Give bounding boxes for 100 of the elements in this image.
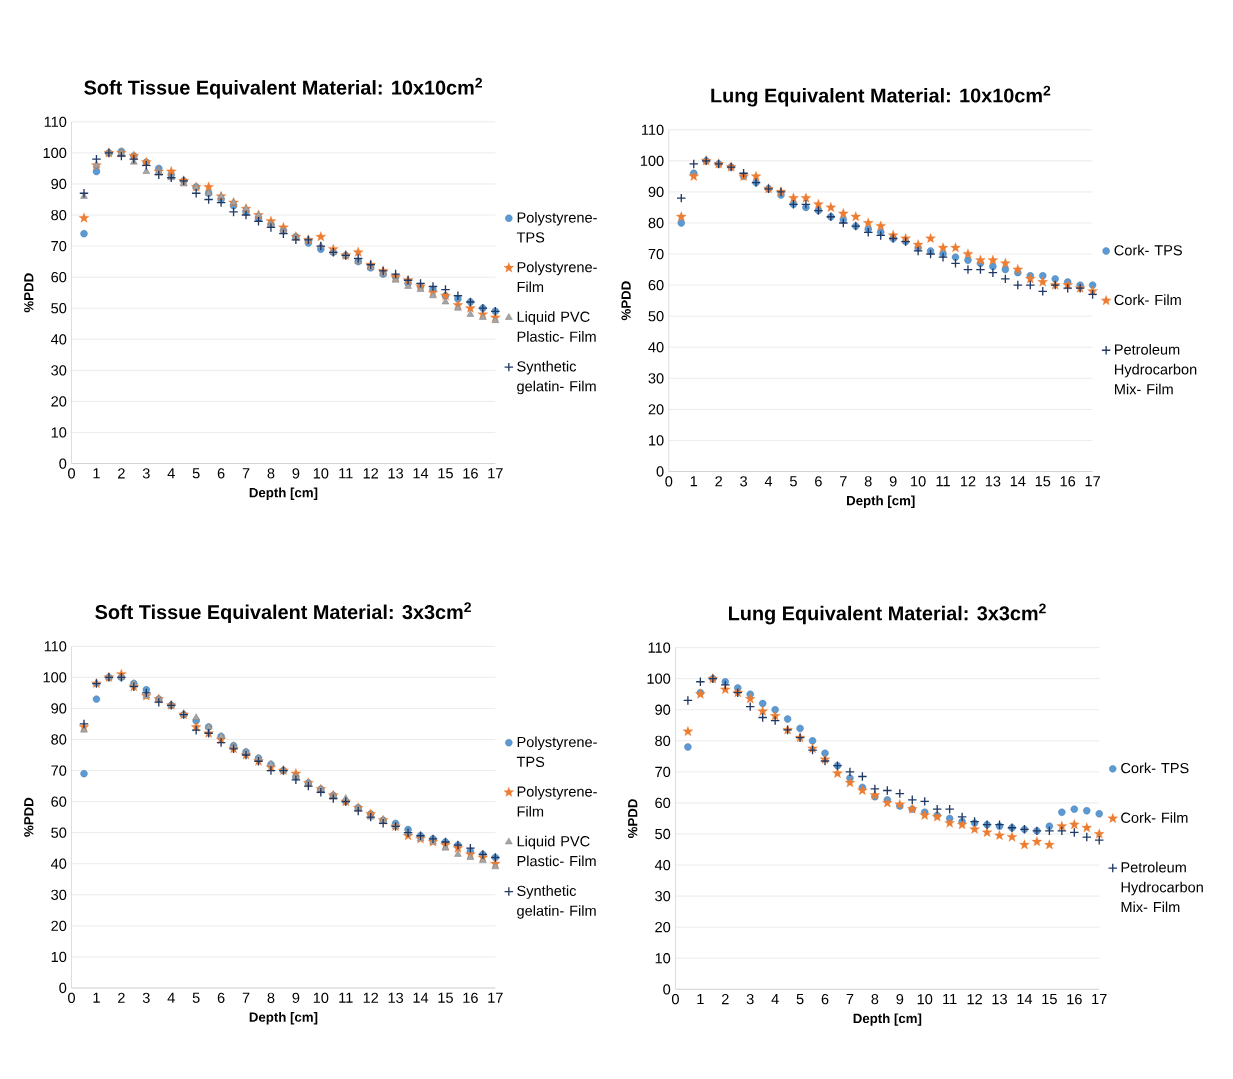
x-tick-label: 11 bbox=[339, 468, 353, 479]
y-tick-label: 70 bbox=[51, 765, 67, 776]
y-tick-label: 100 bbox=[43, 147, 67, 158]
x-tick-label: 8 bbox=[871, 993, 879, 1005]
x-tick-label: 1 bbox=[697, 993, 704, 1004]
y-tick-label: 110 bbox=[44, 640, 67, 652]
y-tick-label: 50 bbox=[51, 302, 67, 314]
legend-label: Liquid PVC Plastic- Film bbox=[517, 311, 596, 342]
x-tick-label: 0 bbox=[68, 468, 75, 479]
x-tick-label: 4 bbox=[167, 468, 175, 479]
x-tick-label: 5 bbox=[796, 993, 804, 1004]
x-tick-label: 2 bbox=[118, 468, 125, 479]
x-tick-label: 5 bbox=[192, 468, 200, 479]
y-tick-label: 20 bbox=[648, 404, 664, 415]
y-tick-label: 40 bbox=[50, 858, 67, 869]
x-tick-label: 12 bbox=[363, 992, 379, 1003]
x-axis-title: Depth [cm] bbox=[249, 1011, 318, 1025]
x-tick-label: 10 bbox=[911, 475, 926, 487]
y-tick-label: 40 bbox=[648, 341, 664, 353]
legend-label: Liquid PVC Plastic- Film bbox=[517, 835, 596, 867]
chart-title: Soft Tissue Equivalent Material: 10x10cm$^{2}$ bbox=[84, 77, 482, 99]
x-tick-label: 12 bbox=[967, 993, 982, 1004]
x-tick-label: 3 bbox=[746, 993, 754, 1005]
x-tick-label: 4 bbox=[764, 475, 773, 486]
x-tick-label: 11 bbox=[339, 992, 353, 1003]
legend-label: Cork- TPS bbox=[1121, 762, 1189, 774]
x-tick-label: 3 bbox=[142, 992, 150, 1003]
legend-label: Petroleum Hydrocarbon Mix- Film bbox=[1115, 343, 1197, 395]
y-tick-label: 10 bbox=[51, 951, 67, 962]
x-tick-label: 5 bbox=[192, 992, 200, 1003]
y-tick-label: 60 bbox=[655, 797, 671, 808]
x-tick-label: 1 bbox=[93, 468, 100, 479]
x-tick-label: 5 bbox=[789, 475, 797, 487]
x-tick-label: 15 bbox=[1042, 993, 1057, 1004]
x-axis-title: Depth [cm] bbox=[853, 1013, 922, 1026]
x-tick-label: 2 bbox=[721, 993, 729, 1004]
x-tick-label: 0 bbox=[671, 993, 679, 1005]
y-tick-label: 10 bbox=[51, 427, 67, 438]
x-tick-label: 9 bbox=[292, 468, 300, 479]
x-tick-label: 3 bbox=[142, 468, 150, 479]
x-tick-label: 10 bbox=[917, 993, 933, 1005]
y-tick-label: 70 bbox=[655, 766, 671, 777]
x-tick-label: 8 bbox=[267, 468, 275, 479]
x-tick-label: 6 bbox=[821, 993, 829, 1005]
y-tick-label: 90 bbox=[655, 704, 671, 715]
y-tick-label: 70 bbox=[648, 248, 664, 260]
legend-label: Synthetic gelatin- Film bbox=[517, 885, 596, 919]
x-tick-label: 17 bbox=[1085, 475, 1100, 486]
y-tick-label: 40 bbox=[50, 333, 67, 345]
x-tick-label: 4 bbox=[771, 993, 779, 1004]
x-axis-title: Depth [cm] bbox=[249, 487, 318, 500]
y-tick-label: 90 bbox=[51, 178, 67, 189]
y-tick-label: 100 bbox=[640, 155, 664, 166]
x-tick-label: 2 bbox=[715, 475, 722, 487]
y-axis-title: %PDD bbox=[621, 281, 631, 320]
x-tick-label: 10 bbox=[313, 992, 329, 1003]
x-tick-label: 7 bbox=[242, 992, 250, 1003]
y-tick-label: 10 bbox=[649, 435, 664, 446]
y-tick-label: 30 bbox=[648, 372, 664, 384]
x-tick-label: 13 bbox=[992, 993, 1007, 1005]
y-tick-label: 80 bbox=[51, 209, 67, 221]
x-tick-label: 9 bbox=[896, 993, 904, 1005]
y-tick-label: 60 bbox=[648, 279, 664, 291]
y-tick-label: 70 bbox=[51, 240, 67, 252]
y-tick-label: 20 bbox=[51, 396, 67, 407]
legend-label: Petroleum Hydrocarbon Mix- Film bbox=[1121, 861, 1203, 912]
x-tick-label: 13 bbox=[985, 475, 1001, 487]
y-tick-label: 80 bbox=[655, 735, 671, 746]
legend-label: Polystyrene-TPS bbox=[516, 736, 597, 767]
x-tick-label: 6 bbox=[217, 992, 225, 1003]
y-tick-label: 110 bbox=[44, 116, 67, 127]
x-tick-label: 12 bbox=[363, 468, 379, 479]
x-tick-label: 8 bbox=[864, 475, 872, 487]
x-tick-label: 10 bbox=[313, 468, 329, 479]
y-axis-title: %PDD bbox=[24, 273, 34, 313]
x-tick-label: 8 bbox=[267, 992, 275, 1003]
legend-label: Cork- Film bbox=[1114, 294, 1181, 305]
y-tick-label: 50 bbox=[648, 310, 664, 322]
x-tick-label: 7 bbox=[242, 468, 250, 479]
y-tick-label: 30 bbox=[51, 365, 67, 376]
x-tick-label: 1 bbox=[690, 475, 698, 486]
legend-label: Cork- Film bbox=[1121, 812, 1188, 823]
y-tick-label: 10 bbox=[655, 952, 671, 964]
x-tick-label: 13 bbox=[388, 468, 404, 479]
x-tick-label: 15 bbox=[1035, 475, 1051, 487]
y-tick-label: 20 bbox=[655, 921, 671, 933]
x-tick-label: 17 bbox=[1092, 993, 1107, 1004]
x-tick-label: 14 bbox=[1010, 475, 1026, 486]
y-tick-label: 80 bbox=[648, 217, 664, 228]
y-tick-label: 0 bbox=[59, 458, 67, 469]
x-tick-label: 16 bbox=[463, 468, 478, 479]
y-tick-label: 30 bbox=[655, 890, 671, 902]
y-tick-label: 110 bbox=[642, 124, 664, 135]
y-tick-label: 100 bbox=[647, 673, 671, 684]
x-tick-label: 6 bbox=[217, 468, 225, 479]
x-tick-label: 9 bbox=[292, 992, 300, 1003]
y-axis-title: %PDD bbox=[24, 797, 34, 837]
y-tick-label: 50 bbox=[51, 827, 67, 838]
legend-label: Polystyrene-TPS bbox=[516, 211, 597, 243]
x-tick-label: 16 bbox=[1067, 993, 1082, 1005]
